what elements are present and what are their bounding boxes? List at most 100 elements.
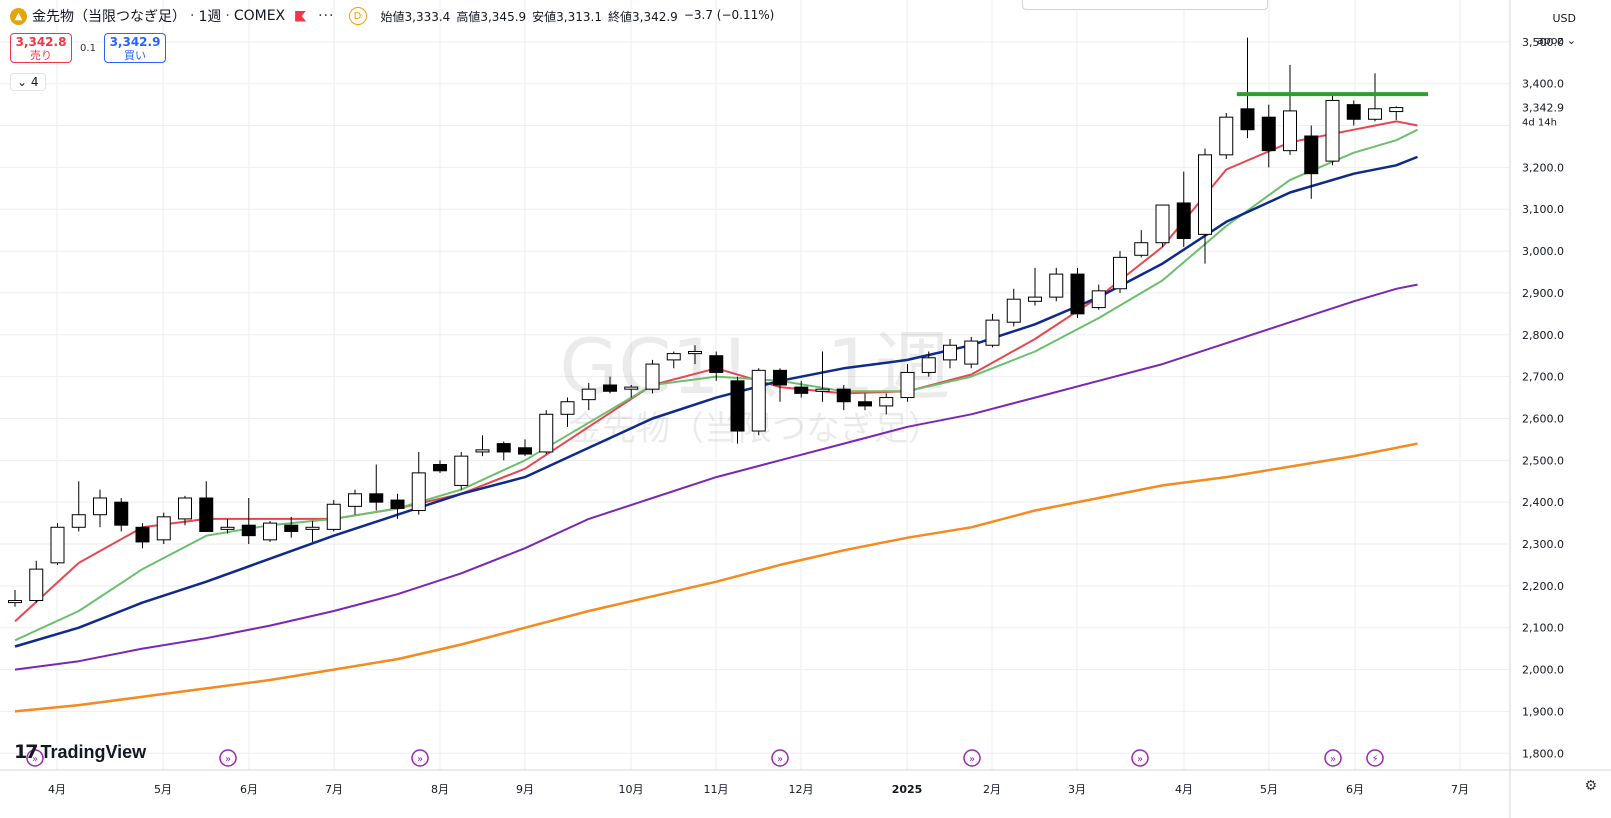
candle-body <box>433 464 447 472</box>
candle-body <box>858 401 872 407</box>
symbol-label[interactable]: ▲ 金先物（当限つなぎ足） <box>10 6 186 26</box>
y-tick-label: 2,600.0 <box>1522 412 1564 425</box>
change-value: −3.7 (−0.11%) <box>683 7 775 22</box>
candle-body <box>1325 99 1340 162</box>
buy-button[interactable]: 3,342.9 買い <box>104 33 166 63</box>
last-price-label: 3,342.9 <box>1522 102 1564 115</box>
x-tick-label: 7月 <box>325 783 343 796</box>
candle-body <box>518 447 532 455</box>
candle-body <box>1219 116 1234 156</box>
y-tick-label: 3,400.0 <box>1522 78 1564 91</box>
candle-body <box>730 380 745 432</box>
candle-body <box>773 369 787 386</box>
lightning-event-icon[interactable] <box>1366 749 1384 767</box>
candle-body <box>1049 273 1064 298</box>
candle-body <box>688 351 702 355</box>
candle-body <box>900 371 915 399</box>
economic-event-icon[interactable] <box>219 749 237 767</box>
economic-event-icon[interactable] <box>963 749 981 767</box>
sell-button[interactable]: 3,342.8 売り <box>10 33 72 63</box>
chart-header: ▲ 金先物（当限つなぎ足） · 1週 · COMEX ··· D 始値3,333… <box>10 6 774 26</box>
currency-label[interactable]: USD <box>1552 12 1576 25</box>
candle-body <box>1283 110 1297 152</box>
candle-body <box>241 524 256 537</box>
trade-buttons: 3,342.8 売り 0.1 3,342.9 買い <box>10 33 166 63</box>
candle-body <box>794 386 809 394</box>
candle-body <box>581 388 596 401</box>
candle-body <box>8 600 22 604</box>
candle-body <box>135 526 150 543</box>
ohlc-values: 始値3,333.4 高値3,345.9 安値3,313.1 終値3,342.9 … <box>380 7 775 24</box>
y-tick-label: 2,100.0 <box>1522 622 1564 635</box>
settings-gear-icon[interactable]: ⚙ <box>1584 778 1597 794</box>
economic-event-icon[interactable] <box>411 749 429 767</box>
gold-coin-icon: ▲ <box>10 7 27 25</box>
candle-body <box>305 526 320 530</box>
candle-body <box>390 499 405 509</box>
x-tick-label: 4月 <box>1175 783 1193 796</box>
countdown-label: 4d 14h <box>1522 118 1557 129</box>
candle-body <box>964 340 979 365</box>
candle-body <box>560 401 575 415</box>
collapse-indicators-button[interactable]: ⌄ 4 <box>10 73 46 91</box>
economic-event-icon[interactable] <box>26 749 44 767</box>
x-tick-label: 6月 <box>240 783 258 796</box>
candle-body <box>1198 154 1212 235</box>
candle-body <box>985 319 1000 346</box>
candle-body <box>284 524 299 532</box>
x-tick-label: 8月 <box>431 783 449 796</box>
candle-body <box>539 413 554 453</box>
candle-body <box>1368 108 1382 120</box>
more-dots-icon[interactable]: ··· <box>318 8 335 24</box>
candle-body <box>1176 202 1191 240</box>
candle-body <box>1070 273 1085 315</box>
candle-body <box>1261 116 1276 152</box>
moving-average-line <box>14 442 1418 713</box>
tradingview-mark-icon: 17 <box>14 741 38 763</box>
candle-body <box>475 449 490 453</box>
last-price-tag <box>1512 98 1572 131</box>
candle-body <box>411 472 426 512</box>
candle-body <box>29 568 44 602</box>
candle-body <box>1134 242 1149 256</box>
moving-average-line <box>14 283 1418 671</box>
y-tick-label: 1,800.0 <box>1522 747 1564 760</box>
candle-body <box>369 493 384 503</box>
exchange-label: COMEX <box>233 8 286 24</box>
candle-body <box>199 497 214 532</box>
candle-body <box>326 503 341 530</box>
top-overlay-panel[interactable] <box>1022 0 1268 10</box>
tradingview-logo[interactable]: 17 TradingView <box>14 741 147 763</box>
event-icon-glyph: » <box>225 754 231 765</box>
x-tick-label: 5月 <box>1260 783 1278 796</box>
interval-label[interactable]: 1週 <box>198 9 222 25</box>
economic-event-icon[interactable] <box>1324 749 1342 767</box>
y-tick-label: 2,300.0 <box>1522 538 1564 551</box>
event-icon-glyph: » <box>1330 754 1336 765</box>
x-tick-label: 4月 <box>48 783 66 796</box>
y-tick-label: 2,800.0 <box>1522 329 1564 342</box>
candle-body <box>836 388 851 403</box>
y-tick-label: 2,900.0 <box>1522 287 1564 300</box>
event-icon-glyph: » <box>417 754 423 765</box>
candle-body <box>50 526 65 564</box>
x-tick-label: 12月 <box>789 783 814 796</box>
economic-event-icon[interactable] <box>1131 749 1149 767</box>
moving-average-line <box>14 155 1418 648</box>
economic-event-icon[interactable] <box>771 749 789 767</box>
y-tick-label: 3,100.0 <box>1522 203 1564 216</box>
candle-body <box>1091 290 1106 309</box>
flag-icon[interactable] <box>295 10 307 22</box>
event-icon-glyph: ⚡ <box>1371 754 1378 765</box>
candle-body <box>645 363 660 390</box>
scale-mode-label[interactable]: apoz ⌄ <box>1537 34 1576 47</box>
x-tick-label: 11月 <box>704 783 729 796</box>
x-tick-label: 5月 <box>154 783 172 796</box>
event-icon-glyph: » <box>777 754 783 765</box>
y-tick-label: 3,500.0 <box>1522 36 1564 49</box>
data-delay-badge[interactable]: D <box>348 7 367 25</box>
event-icon-glyph: » <box>969 754 975 765</box>
candle-body <box>1346 104 1361 120</box>
x-tick-label: 2月 <box>983 783 1001 796</box>
